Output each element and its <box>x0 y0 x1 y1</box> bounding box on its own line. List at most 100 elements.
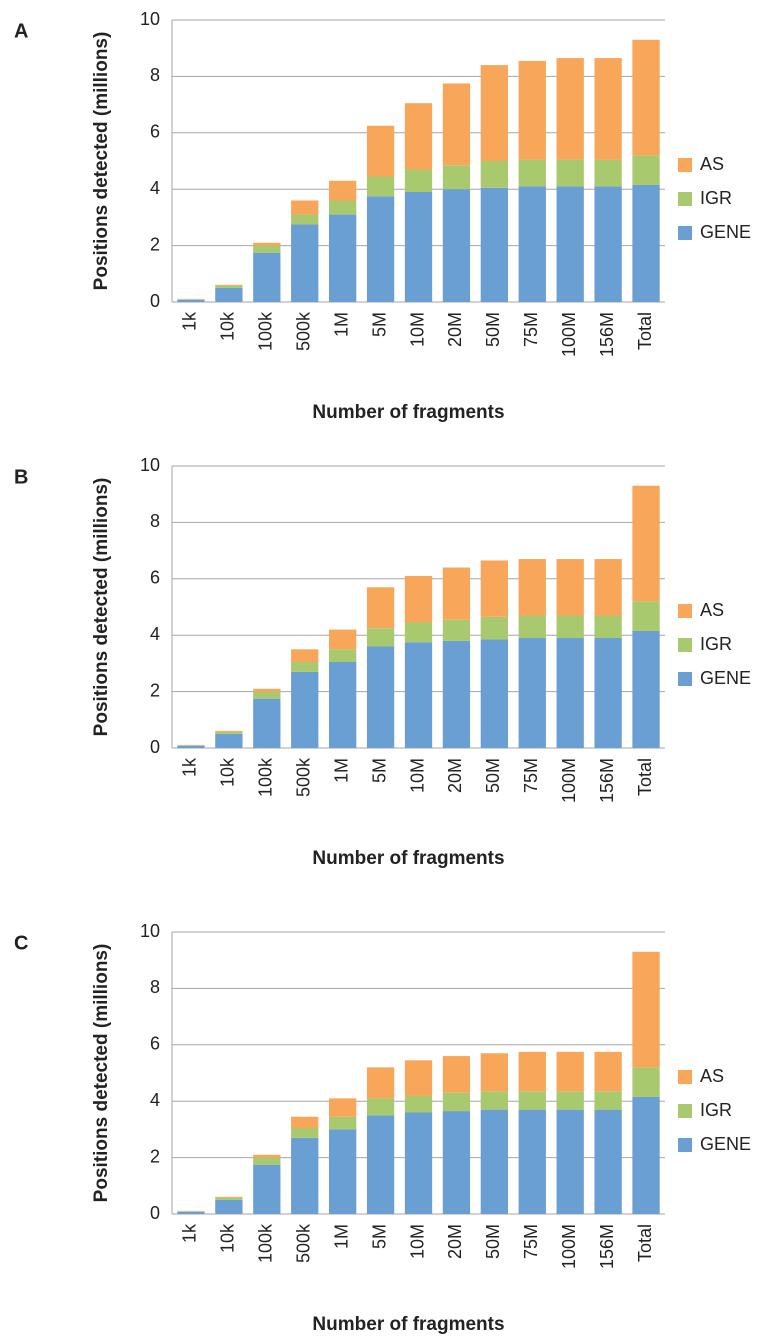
bar-segment <box>253 698 281 748</box>
y-tick-label: 4 <box>150 1090 160 1110</box>
x-tick-label: 20M <box>445 312 465 347</box>
bar-segment <box>480 1053 508 1092</box>
bar-segment <box>329 649 357 662</box>
bar-segment <box>594 58 622 160</box>
bar-segment <box>480 65 508 161</box>
bar-segment <box>253 1157 281 1165</box>
bar-segment <box>177 1211 205 1214</box>
bar-segment <box>442 567 471 620</box>
x-tick-label: 156M <box>597 312 617 357</box>
bar-segment <box>594 1051 622 1092</box>
chart-panel: C 0 2 4 6 8 10 Positions detected (millions) Num… <box>14 921 751 1335</box>
bar-segment <box>480 616 508 640</box>
legend-label: IGR <box>700 1100 732 1120</box>
bar-segment <box>177 745 205 746</box>
x-tick-label: 156M <box>597 758 617 803</box>
bar-segment <box>215 730 243 732</box>
bar-segment <box>291 1137 319 1214</box>
y-tick-label: 4 <box>150 624 160 644</box>
x-tick-label: 75M <box>521 312 541 347</box>
x-tick-label: 500k <box>293 1223 313 1263</box>
x-tick-label: 100k <box>256 757 276 797</box>
bar-segment <box>253 688 281 692</box>
bar-segment <box>291 671 319 748</box>
x-tick-label: 75M <box>521 758 541 793</box>
bar-segment <box>404 169 433 193</box>
y-tick-label: 10 <box>140 9 160 29</box>
bar-segment <box>632 485 660 602</box>
legend-swatch <box>678 1138 692 1152</box>
legend-label: GENE <box>700 668 751 688</box>
bar-segment <box>442 640 471 748</box>
y-tick-label: 4 <box>150 178 160 198</box>
y-tick-label: 10 <box>140 921 160 941</box>
legend-label: GENE <box>700 1134 751 1154</box>
bar-segment <box>632 39 660 156</box>
bar-segment <box>366 587 395 629</box>
x-tick-label: 100M <box>559 312 579 357</box>
bar-segment <box>404 622 433 643</box>
bar-segment <box>366 196 395 302</box>
bar-segment <box>518 559 546 616</box>
x-tick-label: 20M <box>445 758 465 793</box>
panel-label: B <box>14 466 28 488</box>
bar-segment <box>215 1197 243 1200</box>
x-tick-label: 156M <box>597 1224 617 1269</box>
bar-segment <box>632 1067 660 1097</box>
bar-segment <box>253 252 281 302</box>
bar-segment <box>480 1109 508 1214</box>
x-tick-label: 1k <box>180 311 200 331</box>
x-tick-label: 10M <box>407 1224 427 1259</box>
bar-segment <box>632 1096 660 1214</box>
bar-segment <box>291 214 319 225</box>
legend-label: GENE <box>700 222 751 242</box>
bar-segment <box>518 1109 546 1214</box>
x-tick-label: 10M <box>407 758 427 793</box>
x-tick-label: 100M <box>559 758 579 803</box>
bar-segment <box>404 1060 433 1096</box>
bar-segment <box>329 661 357 748</box>
bar-segment <box>404 192 433 302</box>
bar-segment <box>518 186 546 302</box>
bar-segment <box>556 638 584 748</box>
y-tick-label: 0 <box>150 737 160 757</box>
legend-swatch <box>678 192 692 206</box>
x-tick-label: 100k <box>256 1223 276 1263</box>
bar-segment <box>518 615 546 639</box>
bar-segment <box>556 1051 584 1092</box>
bar-segment <box>329 1116 357 1130</box>
y-tick-label: 6 <box>150 122 160 142</box>
bar-segment <box>442 189 471 302</box>
bar-segment <box>366 646 395 748</box>
bar-segment <box>442 1092 471 1112</box>
bar-segment <box>442 1111 471 1214</box>
bar-segment <box>253 242 281 246</box>
bar-segment <box>404 1112 433 1214</box>
bar-segment <box>366 176 395 197</box>
bar-segment <box>366 125 395 177</box>
bar-segment <box>404 1095 433 1113</box>
panel-label: A <box>14 20 28 42</box>
bar-segment <box>215 733 243 748</box>
bar-segment <box>366 1115 395 1214</box>
bar-segment <box>594 159 622 187</box>
bar-segment <box>253 691 281 699</box>
bar-segment <box>215 285 243 288</box>
legend-swatch <box>678 1070 692 1084</box>
bar-segment <box>329 180 357 201</box>
legend-label: AS <box>700 1066 724 1086</box>
bar-segment <box>366 1098 395 1116</box>
legend-swatch <box>678 158 692 172</box>
y-tick-label: 6 <box>150 1034 160 1054</box>
y-tick-label: 2 <box>150 680 160 700</box>
legend-label: IGR <box>700 634 732 654</box>
bar-segment <box>253 1164 281 1214</box>
bar-segment <box>632 630 660 748</box>
x-tick-label: 100M <box>559 1224 579 1269</box>
y-tick-label: 6 <box>150 568 160 588</box>
bar-segment <box>632 155 660 185</box>
y-axis-label: Positions detected (millions) <box>91 944 112 1203</box>
chart-panel: A 0 2 4 6 8 10 Positions detected (millions) Num… <box>14 9 751 423</box>
x-tick-label: 5M <box>369 758 389 783</box>
bar-segment <box>291 1116 319 1128</box>
